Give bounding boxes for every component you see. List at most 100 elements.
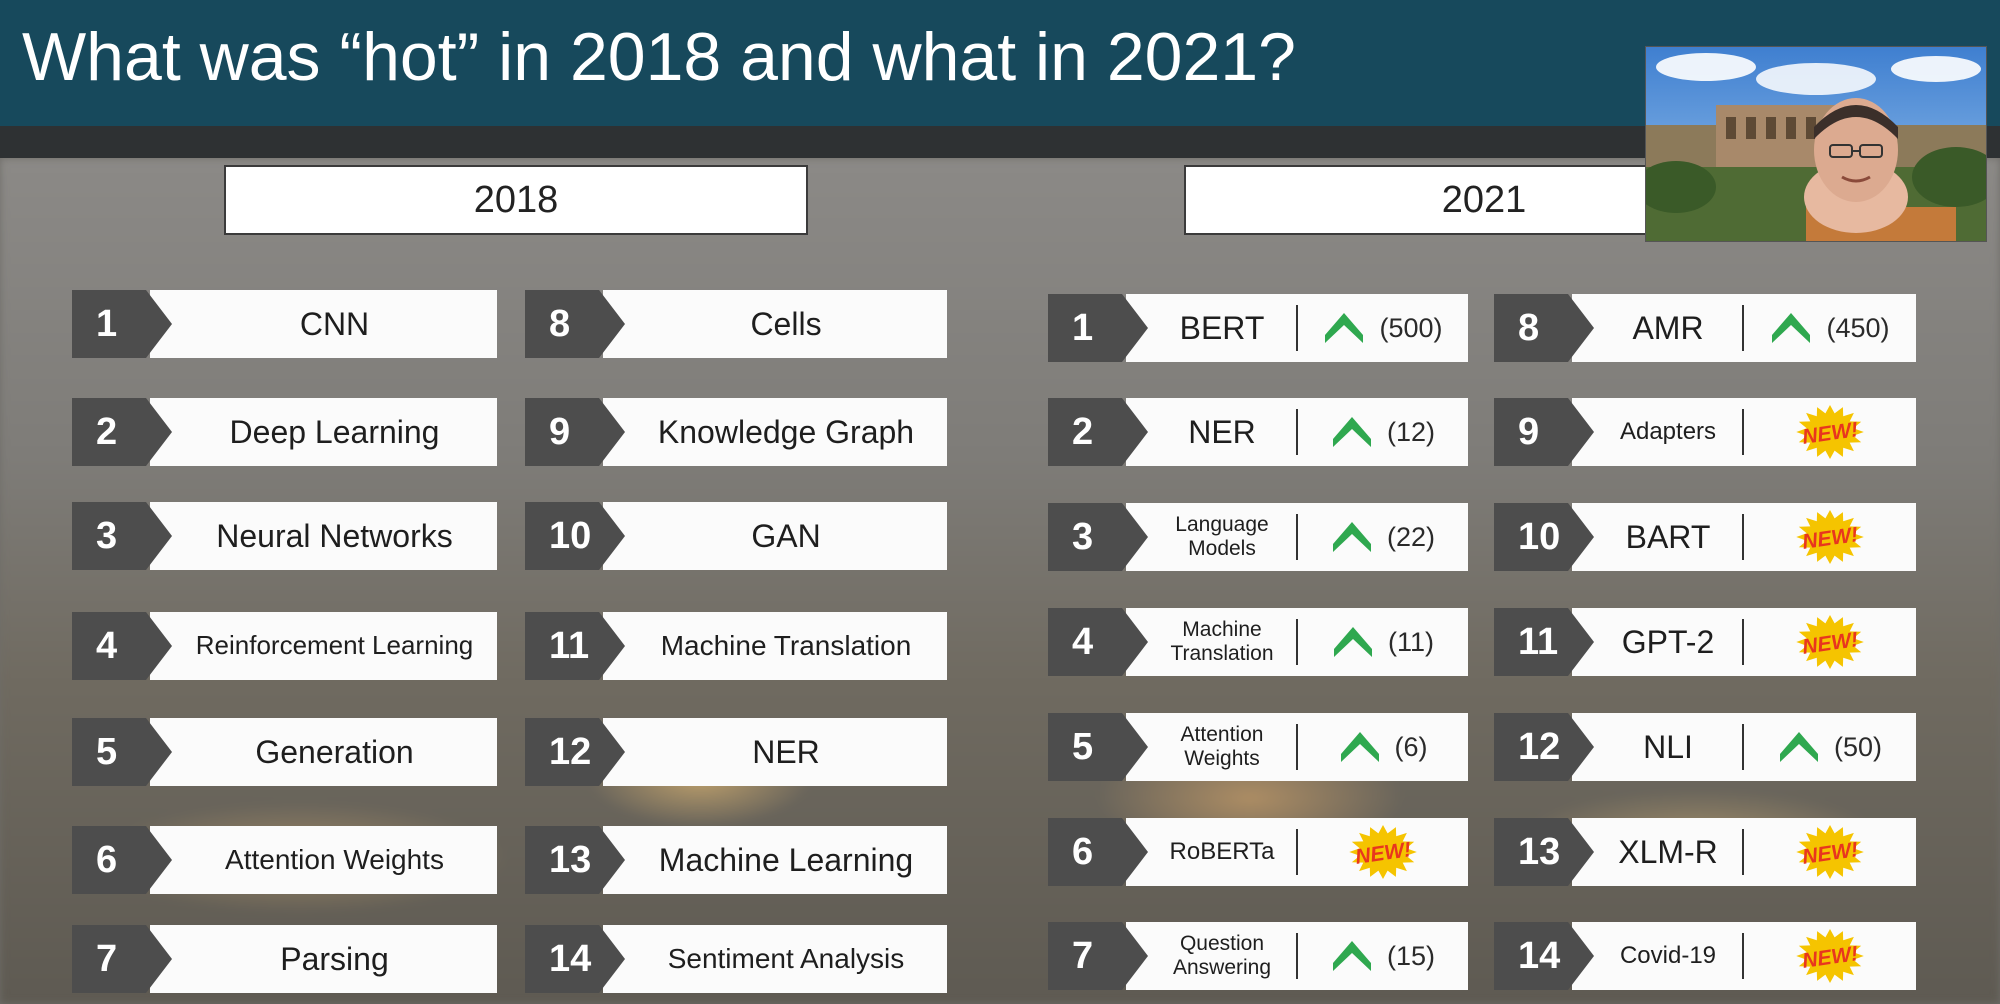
divider — [1742, 514, 1744, 560]
trend-indicator: NEW! — [1296, 818, 1468, 886]
topic-label: Question Answering — [1126, 922, 1296, 990]
topic-label: Adapters — [1572, 398, 1742, 466]
trend-indicator: (6) — [1296, 713, 1468, 781]
topic-label: RoBERTa — [1126, 818, 1296, 886]
topic-label: GPT-2 — [1572, 608, 1742, 676]
new-burst-icon: NEW! — [1796, 929, 1864, 983]
trend-indicator: (450) — [1742, 294, 1916, 362]
column-header-2018: 2018 — [224, 165, 808, 235]
rank-row-list-2021-left-7: 7 Question Answering (15) — [1048, 922, 1468, 990]
rank-row-list-2021-left-3: 3 Language Models (22) — [1048, 503, 1468, 571]
slide-title: What was “hot” in 2018 and what in 2021? — [22, 19, 1296, 95]
up-arrow-icon — [1340, 732, 1379, 762]
rank-change: (6) — [1298, 730, 1468, 764]
rank-change-value: (11) — [1387, 626, 1434, 657]
rank-row-list-2018-right-8: 8 Cells — [525, 290, 947, 358]
new-burst-icon: NEW! — [1796, 825, 1864, 879]
rank-row-list-2018-left-5: 5 Generation — [72, 718, 497, 786]
trend-indicator: NEW! — [1742, 922, 1916, 990]
divider — [1742, 829, 1744, 875]
up-arrow-icon — [1772, 313, 1811, 343]
rank-row-list-2018-right-10: 10 GAN — [525, 502, 947, 570]
topic-label: Covid-19 — [1572, 922, 1742, 990]
divider — [1296, 829, 1298, 875]
new-indicator: NEW! — [1298, 824, 1468, 880]
topic-label: Attention Weights — [150, 826, 497, 894]
topic-label: BART — [1572, 503, 1742, 571]
topic-label: Parsing — [150, 925, 497, 993]
rank-row-list-2021-right-13: 13 XLM-R NEW! — [1494, 818, 1916, 886]
topic-label: Deep Learning — [150, 398, 497, 466]
rank-row-list-2021-right-11: 11 GPT-2 NEW! — [1494, 608, 1916, 676]
rank-change-value: (50) — [1833, 731, 1882, 762]
rank-row-list-2018-left-7: 7 Parsing — [72, 925, 497, 993]
rank-change: (11) — [1298, 625, 1468, 659]
rank-change-value: (450) — [1826, 312, 1890, 343]
divider — [1296, 724, 1298, 770]
rank-row-list-2021-right-10: 10 BART NEW! — [1494, 503, 1916, 571]
trend-indicator: (12) — [1296, 398, 1468, 466]
rank-row-list-2021-right-9: 9 Adapters NEW! — [1494, 398, 1916, 466]
new-indicator: NEW! — [1744, 509, 1916, 565]
up-arrow-icon — [1333, 627, 1372, 657]
topic-label: NER — [603, 718, 947, 786]
divider — [1742, 619, 1744, 665]
rank-row-list-2018-right-9: 9 Knowledge Graph — [525, 398, 947, 466]
rank-change-value: (500) — [1379, 312, 1443, 343]
divider — [1742, 933, 1744, 979]
topic-label: Language Models — [1126, 503, 1296, 571]
rank-row-list-2018-left-2: 2 Deep Learning — [72, 398, 497, 466]
topic-label: Neural Networks — [150, 502, 497, 570]
trend-indicator: (11) — [1296, 608, 1468, 676]
topic-label: Reinforcement Learning — [150, 612, 497, 680]
topic-label: NLI — [1572, 713, 1742, 781]
rank-change: (450) — [1744, 311, 1916, 345]
rank-change: (12) — [1298, 415, 1468, 449]
topic-label: XLM-R — [1572, 818, 1742, 886]
new-burst-icon: NEW! — [1796, 405, 1864, 459]
rank-change: (50) — [1744, 730, 1916, 764]
topic-label: NER — [1126, 398, 1296, 466]
rank-row-list-2018-right-13: 13 Machine Learning — [525, 826, 947, 894]
topic-label: Machine Learning — [603, 826, 947, 894]
presenter-webcam — [1645, 46, 1987, 242]
rank-row-list-2021-left-5: 5 Attention Weights (6) — [1048, 713, 1468, 781]
topic-label: Sentiment Analysis — [603, 925, 947, 993]
topic-label: BERT — [1126, 294, 1296, 362]
new-indicator: NEW! — [1744, 824, 1916, 880]
topic-label: CNN — [150, 290, 497, 358]
trend-indicator: (15) — [1296, 922, 1468, 990]
new-indicator: NEW! — [1744, 404, 1916, 460]
new-indicator: NEW! — [1744, 928, 1916, 984]
rank-row-list-2018-left-3: 3 Neural Networks — [72, 502, 497, 570]
rank-row-list-2021-right-14: 14 Covid-19 NEW! — [1494, 922, 1916, 990]
up-arrow-icon — [1332, 941, 1371, 971]
trend-indicator: NEW! — [1742, 398, 1916, 466]
new-burst-icon: NEW! — [1796, 510, 1864, 564]
trend-indicator: NEW! — [1742, 818, 1916, 886]
topic-label: Attention Weights — [1126, 713, 1296, 781]
topic-label: Generation — [150, 718, 497, 786]
rank-change: (22) — [1298, 520, 1468, 554]
divider — [1296, 305, 1298, 351]
rank-change: (500) — [1298, 311, 1468, 345]
new-burst-icon: NEW! — [1349, 825, 1417, 879]
divider — [1296, 933, 1298, 979]
new-burst-icon: NEW! — [1796, 615, 1864, 669]
new-indicator: NEW! — [1744, 614, 1916, 670]
topic-label: GAN — [603, 502, 947, 570]
up-arrow-icon — [1332, 522, 1371, 552]
divider — [1296, 514, 1298, 560]
topic-label: Knowledge Graph — [603, 398, 947, 466]
up-arrow-icon — [1332, 417, 1371, 447]
trend-indicator: NEW! — [1742, 503, 1916, 571]
presenter-video-icon — [1646, 47, 1986, 241]
rank-row-list-2018-left-1: 1 CNN — [72, 290, 497, 358]
rank-row-list-2018-left-6: 6 Attention Weights — [72, 826, 497, 894]
rank-change: (15) — [1298, 939, 1468, 973]
rank-row-list-2021-right-12: 12 NLI (50) — [1494, 713, 1916, 781]
up-arrow-icon — [1779, 732, 1818, 762]
rank-change-value: (6) — [1394, 731, 1428, 762]
rank-row-list-2021-right-8: 8 AMR (450) — [1494, 294, 1916, 362]
rank-row-list-2018-left-4: 4 Reinforcement Learning — [72, 612, 497, 680]
